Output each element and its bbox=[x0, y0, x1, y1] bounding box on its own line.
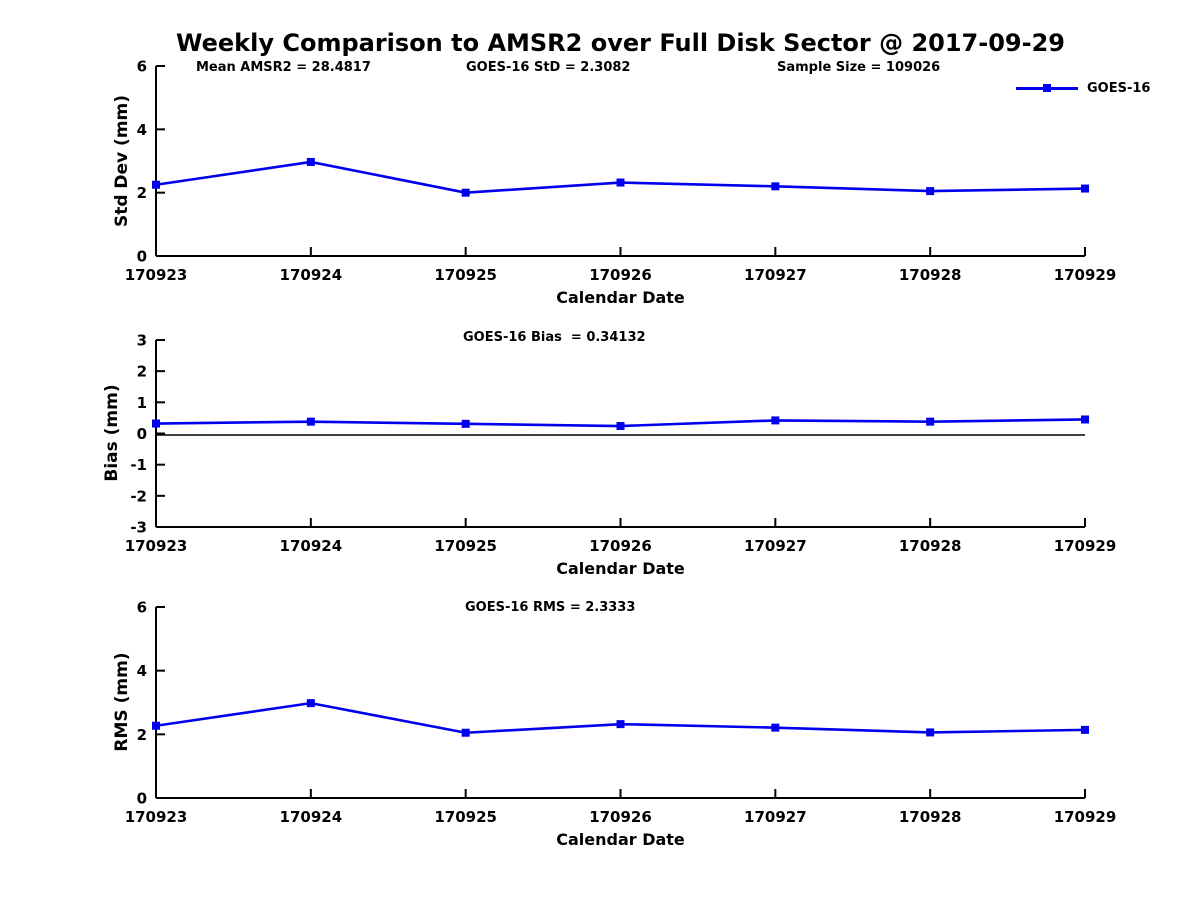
rms-series-line bbox=[155, 701, 1086, 735]
bias-data-point-marker bbox=[926, 417, 935, 426]
std-dev-data-point-marker bbox=[152, 180, 160, 189]
bias-x-tick-label: 170924 bbox=[280, 537, 343, 555]
bias-data-point-marker bbox=[152, 419, 160, 428]
bias-y-tick-label: -3 bbox=[130, 519, 147, 537]
rms-data-point-marker bbox=[461, 728, 470, 737]
bias-data-point-marker bbox=[1081, 415, 1089, 424]
std-dev-data-point-marker bbox=[926, 187, 935, 196]
rms-y-tick-label: 0 bbox=[137, 790, 147, 808]
xlabel-std-dev: Calendar Date bbox=[556, 288, 685, 307]
std-dev-x-tick-label: 170926 bbox=[589, 266, 652, 284]
rms-x-tick-label: 170923 bbox=[125, 808, 188, 826]
bias-x-tick-label: 170926 bbox=[589, 537, 652, 555]
rms-data-point-marker bbox=[1081, 725, 1089, 734]
stat-goes16-bias: GOES-16 Bias = 0.34132 bbox=[463, 330, 646, 345]
bias-y-tick-label: -2 bbox=[130, 487, 147, 505]
std-dev-x-tick-label: 170928 bbox=[899, 266, 962, 284]
rms-x-tick-label: 170928 bbox=[899, 808, 962, 826]
stat-sample-size: Sample Size = 109026 bbox=[777, 60, 941, 75]
bias-y-tick-label: 3 bbox=[137, 332, 147, 350]
std-dev-x-tick-label: 170923 bbox=[125, 266, 188, 284]
rms-data-point-marker bbox=[771, 723, 780, 732]
rms-x-tick-label: 170929 bbox=[1054, 808, 1117, 826]
std-dev-y-tick-label: 2 bbox=[137, 184, 147, 202]
legend-label: GOES-16 bbox=[1087, 80, 1151, 96]
bias-data-point-marker bbox=[306, 417, 315, 426]
std-dev-data-point-marker bbox=[771, 182, 780, 191]
std-dev-y-tick-label: 4 bbox=[137, 121, 147, 139]
rms-x-tick-label: 170925 bbox=[434, 808, 497, 826]
std-dev-x-tick-label: 170929 bbox=[1054, 266, 1117, 284]
std-dev-x-tick-label: 170925 bbox=[434, 266, 497, 284]
bias-x-tick-label: 170925 bbox=[434, 537, 497, 555]
legend-line-sample bbox=[1016, 84, 1078, 92]
std-dev-data-point-marker bbox=[616, 178, 625, 187]
stat-mean-amsr2: Mean AMSR2 = 28.4817 bbox=[196, 60, 371, 75]
rms-y-tick-label: 2 bbox=[137, 726, 147, 744]
xlabel-bias: Calendar Date bbox=[556, 559, 685, 578]
bias-data-point-marker bbox=[461, 419, 470, 428]
bias-x-tick-label: 170923 bbox=[125, 537, 188, 555]
rms-data-point-marker bbox=[306, 699, 315, 708]
rms-y-tick-label: 4 bbox=[137, 662, 147, 680]
bias-data-point-marker bbox=[616, 422, 625, 431]
stat-goes16-rms: GOES-16 RMS = 2.3333 bbox=[465, 600, 636, 615]
rms-data-point-marker bbox=[616, 720, 625, 729]
std-dev-y-tick-label: 0 bbox=[137, 248, 147, 266]
xlabel-rms: Calendar Date bbox=[556, 830, 685, 849]
bias-y-tick-label: -1 bbox=[130, 456, 147, 474]
std-dev-data-point-marker bbox=[1081, 184, 1089, 193]
std-dev-data-point-marker bbox=[306, 157, 315, 166]
rms-data-point-marker bbox=[152, 721, 160, 730]
rms-y-tick-label: 6 bbox=[137, 599, 147, 617]
legend-square-marker-icon bbox=[1043, 84, 1051, 92]
std-dev-series-line bbox=[155, 160, 1086, 194]
bias-x-tick-label: 170928 bbox=[899, 537, 962, 555]
legend: GOES-16 bbox=[1016, 80, 1150, 96]
figure-title: Weekly Comparison to AMSR2 over Full Dis… bbox=[176, 29, 1065, 57]
bias-x-tick-label: 170927 bbox=[744, 537, 807, 555]
rms-x-tick-label: 170927 bbox=[744, 808, 807, 826]
bias-data-point-marker bbox=[771, 416, 780, 425]
std-dev-x-tick-label: 170924 bbox=[280, 266, 343, 284]
rms-data-point-marker bbox=[926, 728, 935, 737]
std-dev-data-point-marker bbox=[461, 188, 470, 197]
rms-x-tick-label: 170924 bbox=[280, 808, 343, 826]
std-dev-y-tick-label: 6 bbox=[137, 58, 147, 76]
bias-x-tick-label: 170929 bbox=[1054, 537, 1117, 555]
bias-y-tick-label: 0 bbox=[137, 425, 147, 443]
stat-goes16-std: GOES-16 StD = 2.3082 bbox=[466, 60, 631, 75]
bias-y-tick-label: 2 bbox=[137, 363, 147, 381]
rms-x-tick-label: 170926 bbox=[589, 808, 652, 826]
std-dev-x-tick-label: 170927 bbox=[744, 266, 807, 284]
bias-y-tick-label: 1 bbox=[137, 394, 147, 412]
